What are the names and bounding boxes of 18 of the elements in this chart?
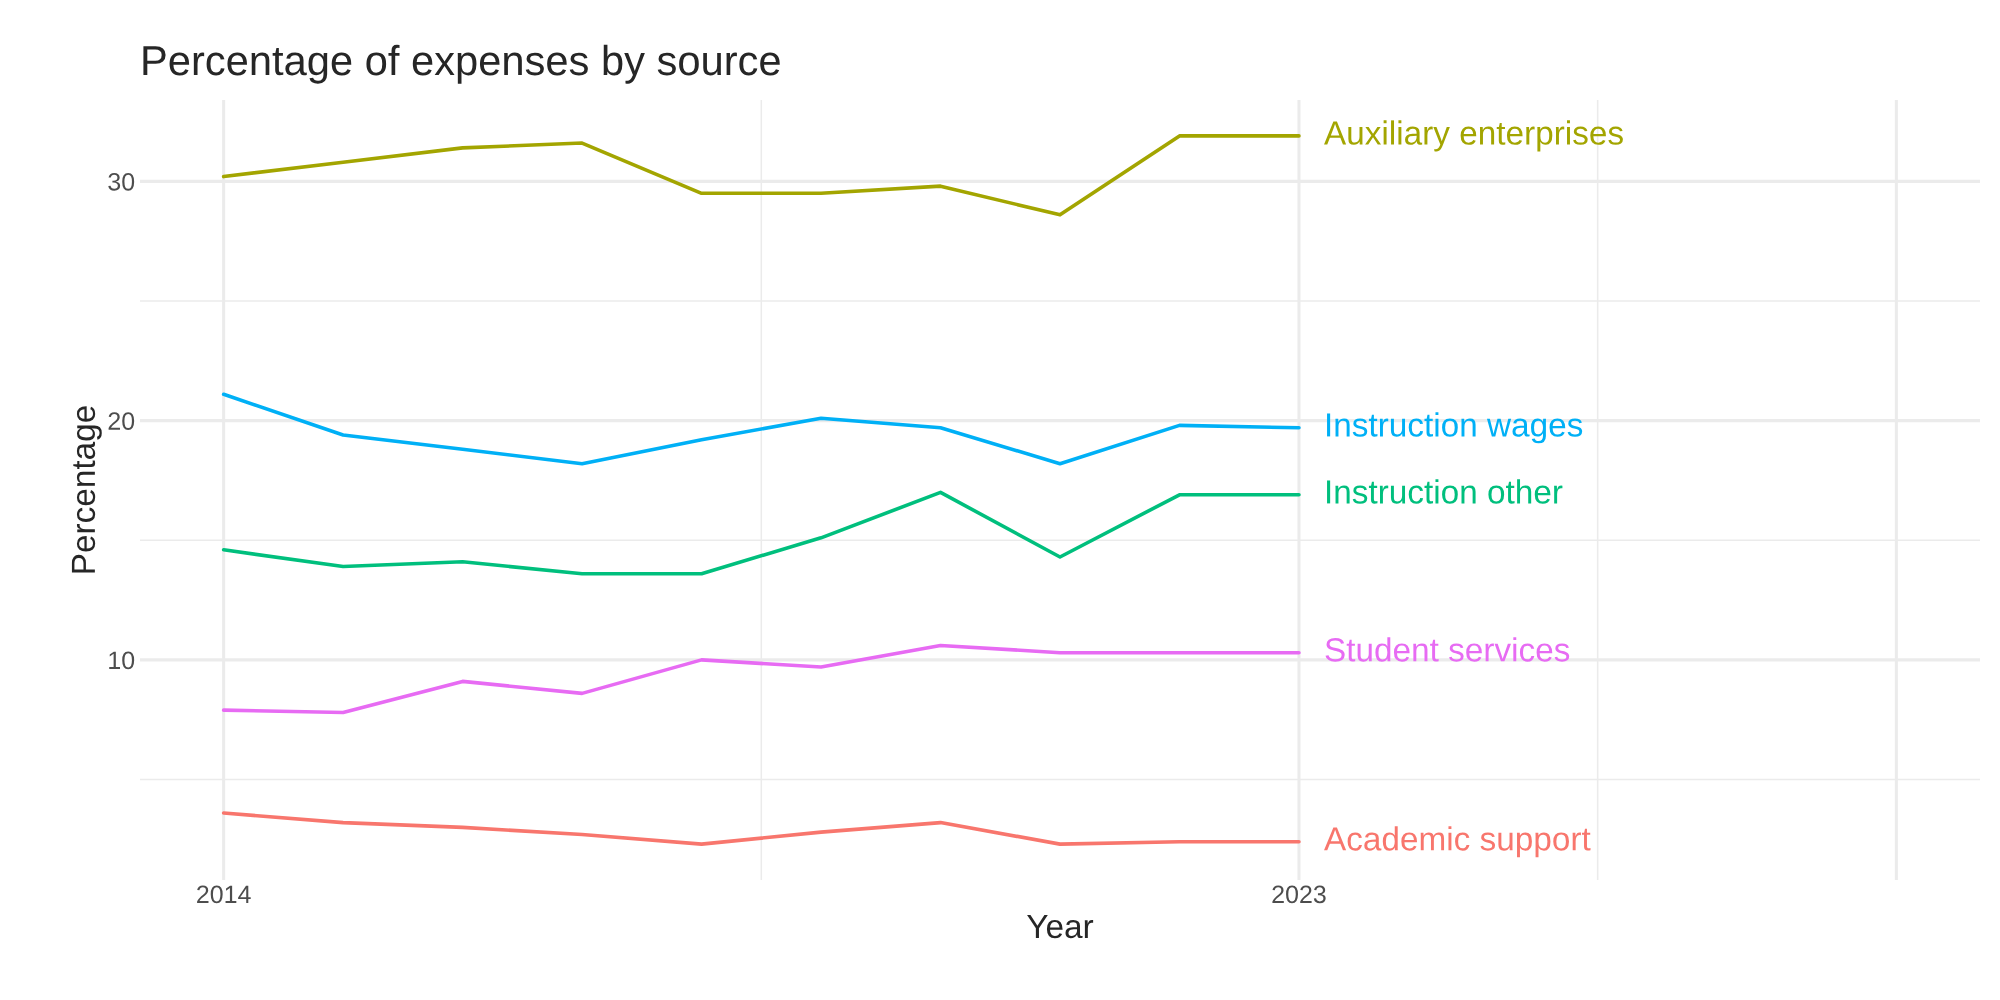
- line-series: [221, 392, 1301, 466]
- series-label: Instruction wages: [1327, 412, 1583, 444]
- x-tick-label: 2023: [1272, 885, 1326, 904]
- line-series: [221, 811, 1301, 846]
- x-axis-title: Year: [1027, 914, 1094, 939]
- line-series: [221, 490, 1301, 576]
- y-axis-title: Percentage: [71, 406, 102, 573]
- series-label: Academic support: [1324, 826, 1591, 858]
- series-label: Auxiliary enterprises: [1324, 120, 1623, 152]
- line-series: [221, 643, 1301, 715]
- series-label: Instruction other: [1327, 479, 1563, 504]
- series-label: Student services: [1325, 637, 1570, 662]
- y-tick-label: 20: [108, 412, 135, 430]
- x-tick-label: 2014: [197, 885, 251, 904]
- y-tick-label: 30: [108, 172, 135, 191]
- y-tick-label: 10: [109, 651, 135, 670]
- chart-title: Percentage of expenses by source: [143, 44, 780, 84]
- line-series: [221, 134, 1301, 217]
